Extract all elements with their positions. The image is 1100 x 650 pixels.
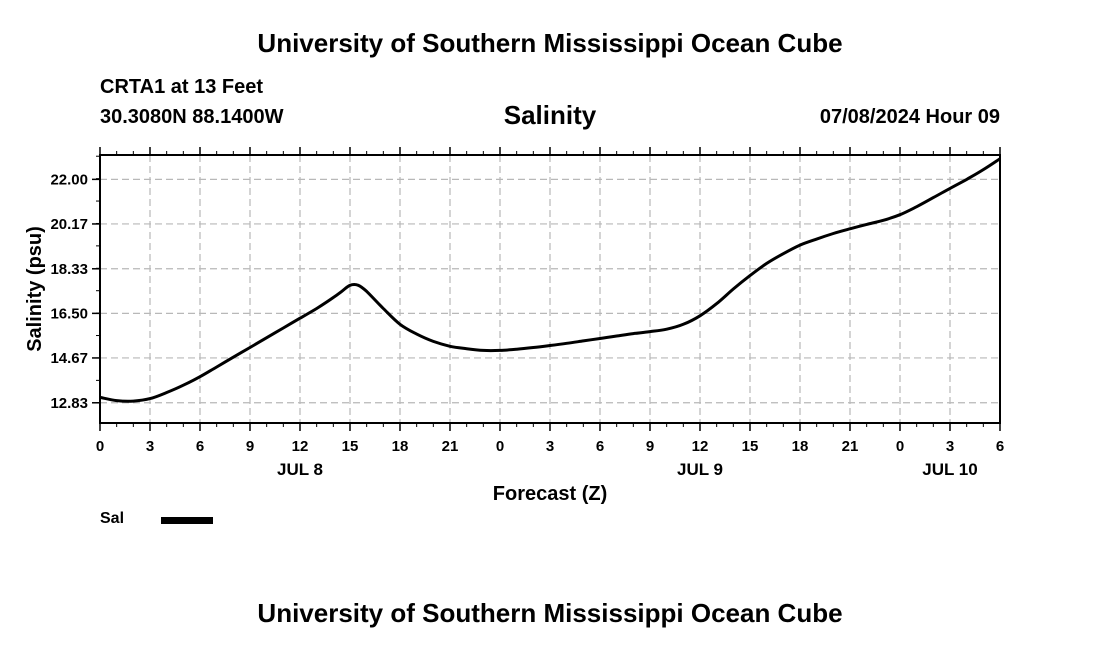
axis-labels: 0 3 6 9 12 15 18 21 0 3 6 9 12 15 18 21 0 3 6 12.83 14.67 16.… bbox=[50, 171, 1004, 479]
x-tick-label: 12 bbox=[692, 438, 709, 455]
x-date-label: JUL 9 bbox=[677, 460, 723, 479]
x-date-label: JUL 8 bbox=[277, 460, 323, 479]
x-tick-label: 3 bbox=[146, 438, 154, 455]
y-tick-label: 22.00 bbox=[50, 171, 88, 188]
x-tick-label: 0 bbox=[96, 438, 104, 455]
x-tick-label: 3 bbox=[946, 438, 954, 455]
y-tick-label: 14.67 bbox=[50, 350, 88, 367]
y-tick-label: 18.33 bbox=[50, 261, 88, 278]
axis-ticks bbox=[92, 147, 1001, 431]
series-line-sal bbox=[99, 157, 1001, 403]
station-coordinates: 30.3080N 88.1400W bbox=[100, 106, 284, 128]
x-tick-label: 3 bbox=[546, 438, 554, 455]
x-tick-label: 15 bbox=[342, 438, 359, 455]
forecast-datetime: 07/08/2024 Hour 09 bbox=[819, 106, 1000, 128]
y-tick-label: 20.17 bbox=[50, 216, 88, 233]
x-tick-label: 21 bbox=[842, 438, 859, 455]
x-tick-label: 0 bbox=[496, 438, 504, 455]
x-axis-title: Forecast (Z) bbox=[493, 483, 607, 505]
grid-lines bbox=[100, 155, 1000, 423]
x-tick-label: 21 bbox=[442, 438, 459, 455]
plot-frame bbox=[99, 154, 1001, 424]
y-axis-title: Salinity (psu) bbox=[24, 226, 46, 352]
x-date-label: JUL 10 bbox=[922, 460, 977, 479]
x-tick-label: 6 bbox=[996, 438, 1004, 455]
series-layer bbox=[99, 157, 1001, 403]
legend-label: Sal bbox=[100, 510, 125, 527]
legend-swatch bbox=[161, 517, 213, 524]
chart-title: Salinity bbox=[503, 100, 597, 130]
x-tick-label: 9 bbox=[646, 438, 654, 455]
y-tick-label: 12.83 bbox=[50, 395, 88, 412]
x-tick-label: 0 bbox=[896, 438, 904, 455]
y-tick-label: 16.50 bbox=[50, 305, 88, 322]
x-tick-label: 15 bbox=[742, 438, 759, 455]
footer-title: University of Southern Mississippi Ocean… bbox=[257, 598, 843, 628]
x-tick-label: 6 bbox=[596, 438, 604, 455]
x-tick-label: 9 bbox=[246, 438, 254, 455]
x-tick-label: 6 bbox=[196, 438, 204, 455]
x-tick-label: 18 bbox=[792, 438, 809, 455]
x-tick-label: 12 bbox=[292, 438, 309, 455]
station-label: CRTA1 at 13 Feet bbox=[100, 76, 264, 98]
page-title: University of Southern Mississippi Ocean… bbox=[257, 28, 843, 58]
x-tick-label: 18 bbox=[392, 438, 409, 455]
